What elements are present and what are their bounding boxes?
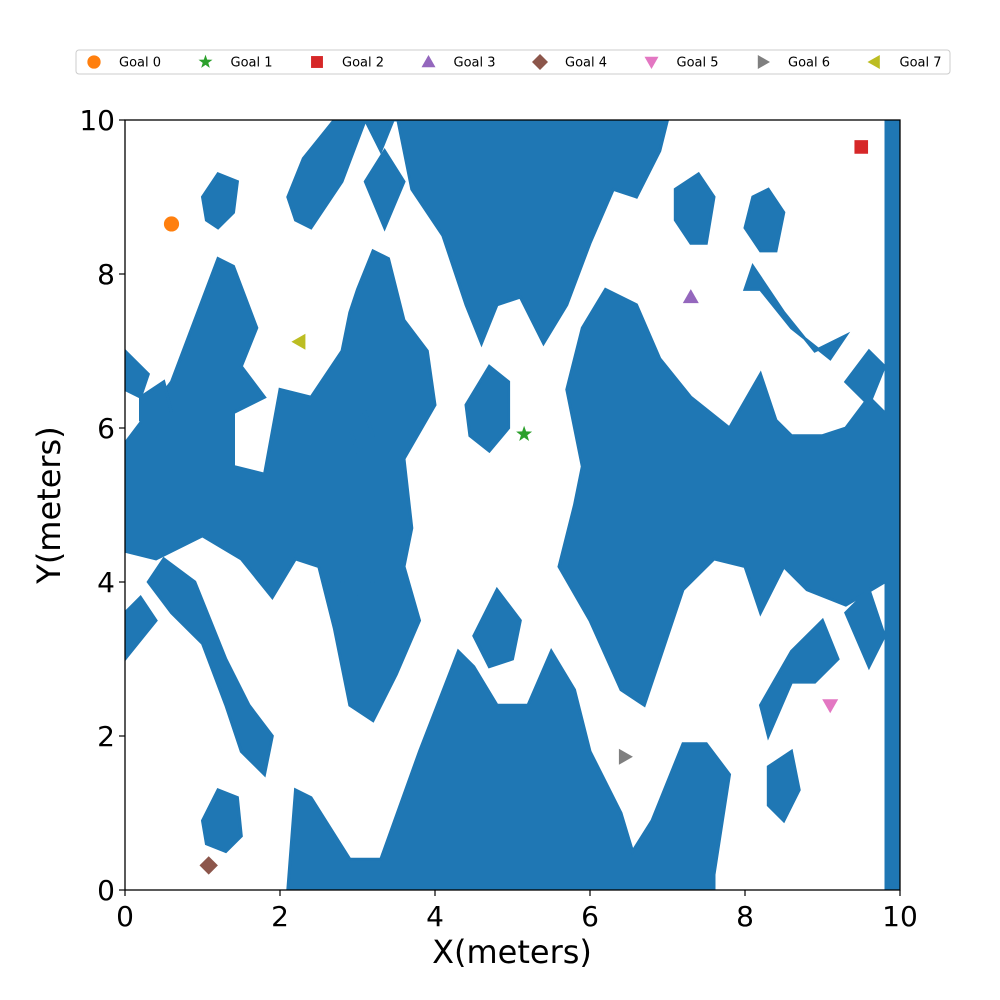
goal-6-marker bbox=[618, 748, 633, 765]
obstacle-region bbox=[286, 648, 732, 890]
obstacle-region bbox=[363, 120, 670, 348]
obstacle-region bbox=[766, 748, 801, 824]
legend-label-goal-3: Goal 3 bbox=[454, 56, 496, 71]
legend-marker-goal-1 bbox=[198, 54, 213, 68]
y-tick-label: 10 bbox=[79, 104, 115, 137]
legend-label-goal-6: Goal 6 bbox=[788, 56, 830, 71]
legend-label-goal-1: Goal 1 bbox=[231, 56, 273, 71]
legend-label-goal-0: Goal 0 bbox=[119, 56, 161, 71]
legend-box bbox=[75, 49, 951, 75]
obstacle-region bbox=[742, 262, 851, 361]
y-tick-label: 2 bbox=[97, 720, 115, 753]
x-axis-title: X(meters) bbox=[432, 933, 592, 971]
obstacle-region bbox=[340, 556, 375, 600]
y-axis-title: Y(meters) bbox=[30, 426, 68, 584]
x-tick-label: 2 bbox=[271, 900, 289, 933]
legend-marker-goal-3 bbox=[421, 55, 436, 68]
legend-label-goal-5: Goal 5 bbox=[677, 56, 719, 71]
goal-4-marker bbox=[199, 856, 218, 875]
plot-frame bbox=[124, 119, 901, 891]
legend-marker-goal-4 bbox=[532, 54, 548, 70]
y-tick-label: 6 bbox=[97, 412, 115, 445]
obstacle-region bbox=[348, 409, 375, 454]
obstacle-region bbox=[743, 187, 786, 253]
goal-1-marker bbox=[516, 425, 533, 441]
goal-0-marker bbox=[163, 216, 180, 232]
legend-label-goal-7: Goal 7 bbox=[900, 56, 942, 71]
legend: Goal 0 Goal 1 Goal 2 Goal 3 Goal 4 Goal 5 Goal… bbox=[75, 49, 951, 75]
plot-area bbox=[125, 120, 900, 890]
x-tick-label: 6 bbox=[581, 900, 599, 933]
legend-marker-goal-2 bbox=[311, 56, 323, 68]
obstacle-region bbox=[125, 248, 437, 723]
goal-7-marker bbox=[291, 333, 306, 350]
obstacle-region bbox=[464, 364, 511, 454]
obstacle-region bbox=[286, 120, 367, 230]
x-tick-label: 4 bbox=[426, 900, 444, 933]
legend-marker-goal-0 bbox=[87, 55, 101, 69]
obstacle-region bbox=[200, 787, 243, 854]
y-tick-label: 0 bbox=[97, 874, 115, 907]
obstacle-region bbox=[884, 120, 900, 890]
legend-marker-goal-5 bbox=[644, 56, 659, 69]
x-tick-label: 8 bbox=[736, 900, 754, 933]
y-tick-label: 4 bbox=[97, 566, 115, 599]
y-tick-label: 8 bbox=[97, 258, 115, 291]
obstacle-region bbox=[673, 171, 716, 245]
obstacle-region bbox=[200, 172, 240, 230]
legend-marker-goal-6 bbox=[757, 55, 770, 69]
obstacle-region bbox=[125, 595, 158, 662]
obstacle-region bbox=[758, 617, 840, 741]
legend-label-goal-4: Goal 4 bbox=[565, 56, 607, 71]
obstacle-region bbox=[844, 586, 887, 671]
legend-label-goal-2: Goal 2 bbox=[342, 56, 384, 71]
legend-marker-goal-7 bbox=[867, 55, 880, 69]
goal-5-marker bbox=[822, 699, 839, 714]
obstacle-region bbox=[139, 379, 174, 439]
x-tick-label: 10 bbox=[882, 900, 918, 933]
obstacle-region bbox=[146, 556, 274, 778]
obstacle-region bbox=[843, 348, 887, 408]
obstacle-region bbox=[363, 147, 406, 232]
goal-3-marker bbox=[682, 289, 699, 304]
axes: 0 2 4 6 8 10 0 2 4 6 8 10 bbox=[79, 104, 917, 933]
obstacle-region bbox=[557, 287, 886, 708]
obstacle-region bbox=[472, 586, 522, 669]
x-tick-label: 0 bbox=[116, 900, 134, 933]
goal-2-marker bbox=[854, 140, 869, 154]
